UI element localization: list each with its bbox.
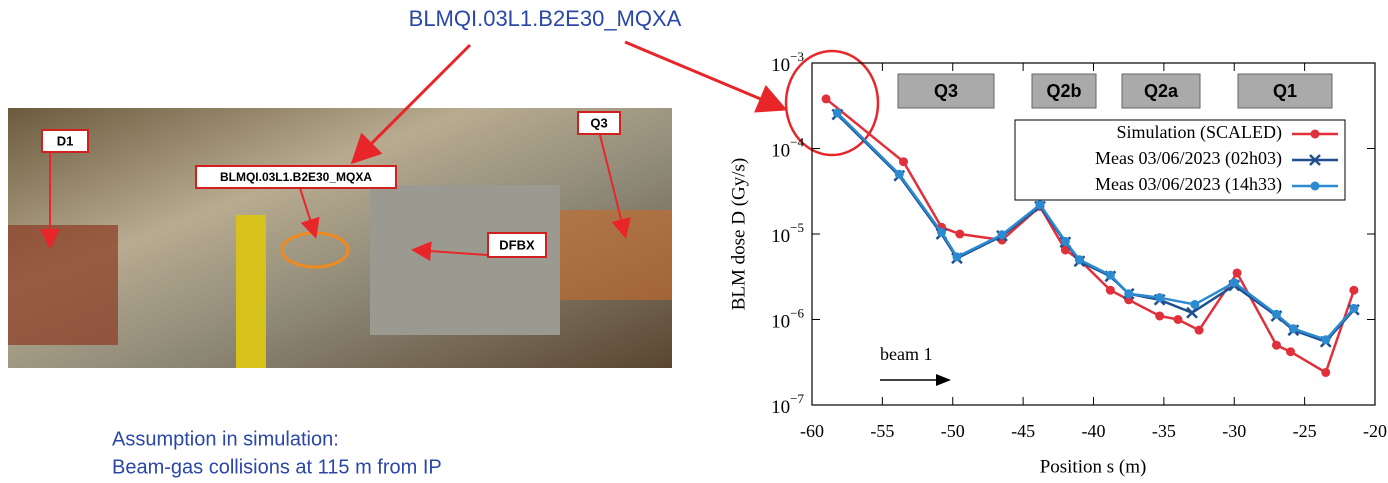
photo-label: D1: [57, 133, 74, 148]
marker: [899, 157, 908, 166]
legend-label: Meas 03/06/2023 (02h03): [1095, 148, 1282, 169]
marker: [1106, 286, 1115, 295]
photo: D1 BLMQI.03L1.B2E30_MQXA Q3 DFBX: [8, 108, 672, 368]
x-tick-label: -25: [1293, 421, 1317, 441]
marker: [1233, 268, 1242, 277]
annotation: Q1: [1273, 81, 1297, 101]
marker: [1124, 289, 1133, 298]
marker: [1195, 326, 1204, 335]
x-tick-label: -30: [1222, 421, 1246, 441]
marker: [1289, 324, 1298, 333]
y-tick-label: 10−6: [771, 305, 804, 332]
note: Assumption in simulation:: [112, 428, 339, 450]
marker: [833, 109, 842, 118]
photo-label: BLMQI.03L1.B2E30_MQXA: [220, 170, 372, 184]
y-tick-label: 10−5: [771, 220, 804, 247]
marker: [822, 94, 831, 103]
chart: Q3 Q2b Q2a Q1 beam 1 Position s (m) BLM …: [728, 49, 1387, 477]
marker: [1187, 308, 1197, 318]
x-axis-label: Position s (m): [1040, 456, 1147, 477]
marker: [895, 170, 904, 179]
annotation: Q2b: [1046, 81, 1081, 101]
marker: [1272, 341, 1281, 350]
note: Beam-gas collisions at 115 m from IP: [112, 456, 442, 478]
slide: BLMQI.03L1.B2E30_MQXA D1 BLMQI.03L1.B2E3…: [0, 0, 1388, 483]
marker: [1311, 130, 1320, 139]
marker: [1286, 347, 1295, 356]
page: BLMQI.03L1.B2E30_MQXA D1 BLMQI.03L1.B2E3…: [0, 0, 1388, 483]
y-axis-label: BLM dose D (Gy/s): [728, 158, 749, 311]
marker: [1036, 200, 1045, 209]
y-tick-label: 10−4: [771, 134, 804, 161]
photo-label: DFBX: [499, 237, 535, 252]
x-tick-label: -45: [1011, 421, 1035, 441]
annotation: beam 1: [880, 344, 932, 364]
marker: [937, 228, 946, 237]
legend-label: Simulation (SCALED): [1117, 122, 1283, 143]
marker: [998, 230, 1007, 239]
marker: [1349, 304, 1358, 313]
marker: [1155, 311, 1164, 320]
marker: [1311, 182, 1320, 191]
photo-label: Q3: [590, 115, 607, 130]
marker: [952, 252, 961, 261]
marker: [1272, 310, 1281, 319]
marker: [1106, 271, 1115, 280]
x-tick-label: -55: [870, 421, 894, 441]
marker: [1349, 286, 1358, 295]
x-tick-label: -40: [1082, 421, 1106, 441]
x-tick-label: -35: [1152, 421, 1176, 441]
x-tick-label: -60: [800, 421, 824, 441]
y-tick-label: 10−7: [771, 391, 804, 418]
marker: [1190, 300, 1199, 309]
annotation: Q3: [934, 81, 958, 101]
arrow: [625, 42, 782, 108]
x-tick-label: -20: [1363, 421, 1387, 441]
marker: [955, 230, 964, 239]
marker: [1321, 368, 1330, 377]
annotation: Q2a: [1144, 81, 1179, 101]
x-tick-label: -50: [941, 421, 965, 441]
marker: [1321, 335, 1330, 344]
marker: [1230, 278, 1239, 287]
marker: [1173, 315, 1182, 324]
slide-header: BLMQI.03L1.B2E30_MQXA: [409, 6, 682, 31]
marker: [1155, 293, 1164, 302]
legend-label: Meas 03/06/2023 (14h33): [1095, 174, 1282, 195]
y-tick-label: 10−3: [771, 49, 804, 76]
marker: [1061, 237, 1070, 246]
marker: [1075, 255, 1084, 264]
